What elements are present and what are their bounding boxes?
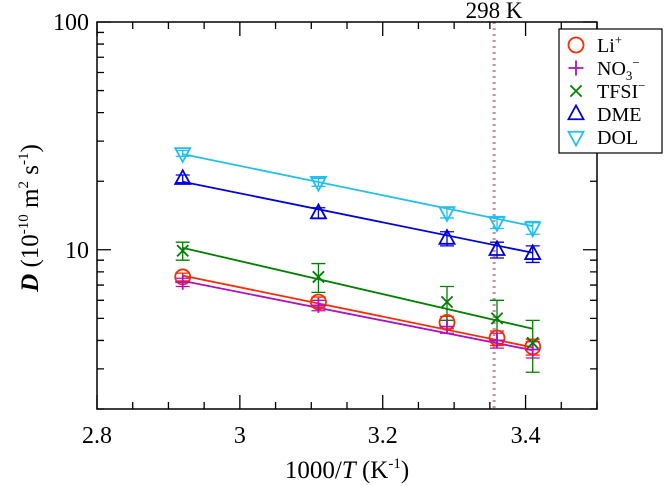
data-point-dme: [523, 243, 542, 260]
fit-line-li: [182, 274, 533, 349]
y-axis-label-part3: s: [17, 165, 44, 181]
y-axis-label-part2: m: [17, 188, 44, 214]
fit-line-dme: [182, 180, 533, 254]
y-axis-label-variable: D: [17, 274, 44, 293]
legend-label-dol: DOL: [597, 127, 638, 149]
fit-line-dol: [182, 153, 533, 228]
data-point-dme: [173, 168, 192, 185]
legend-marker-tfsi: [569, 84, 583, 98]
data-point-no3: [175, 274, 191, 290]
legend-marker-li: [567, 36, 585, 54]
y-axis-label-sup3: -1: [16, 153, 32, 166]
data-point-no3: [525, 341, 541, 357]
error-bar-dol: [311, 177, 326, 187]
data-point-tfsi: [526, 336, 539, 350]
legend-label-tfsi: TFSI−: [597, 78, 645, 103]
y-tick-label: 100: [53, 10, 89, 36]
y-axis-label-sup2: 2: [16, 181, 32, 189]
x-axis-label-close: ): [401, 457, 409, 484]
x-axis-label-prefix: 1000/: [285, 457, 342, 484]
data-point-dme: [309, 202, 328, 220]
fit-line-no3: [182, 280, 533, 352]
x-axis-label-exponent: -1: [388, 456, 401, 472]
x-tick-label: 2.8: [82, 423, 112, 449]
data-point-dme: [487, 239, 507, 256]
fit-line-tfsi: [182, 246, 533, 330]
y-axis-label: D (10-10 m2 s-1): [16, 144, 44, 293]
data-point-tfsi: [490, 312, 504, 325]
x-tick-label: 3.4: [511, 423, 541, 449]
legend-marker-dme: [566, 103, 586, 121]
y-axis-label-sup1: -10: [16, 214, 32, 234]
data-point-tfsi: [440, 295, 454, 309]
data-point-dol: [487, 216, 507, 233]
y-axis-label-part1: (10: [17, 234, 44, 274]
reference-line-label: 298 K: [466, 0, 523, 23]
legend-label-dme: DME: [597, 104, 641, 126]
data-point-dol: [437, 206, 457, 223]
data-point-no3: [489, 332, 505, 348]
legend-marker-no3: [568, 60, 584, 76]
x-axis-label-variable: T: [342, 457, 358, 484]
x-axis-label-unit: (K: [356, 457, 389, 484]
data-point-no3: [439, 319, 455, 335]
data-point-no3: [310, 297, 326, 313]
tick-labels: 2.8 3 3.2 3.4 10 100: [53, 10, 541, 449]
fit-lines: [182, 153, 533, 352]
x-axis-label: 1000/T (K-1): [285, 456, 409, 484]
x-tick-label: 3.2: [368, 423, 398, 449]
data-point-dol: [173, 147, 192, 164]
error-bar-dme: [175, 174, 190, 184]
legend-marker-dol: [566, 130, 586, 148]
legend-label-no3: NO3−: [597, 55, 640, 83]
data-point-dol: [523, 221, 542, 239]
x-tick-label: 3: [234, 423, 246, 449]
error-bar-dol: [175, 149, 190, 158]
data-point-dol: [309, 176, 328, 193]
legend-label-li: Li+: [597, 32, 622, 57]
y-tick-label: 10: [65, 238, 89, 264]
data-point-tfsi: [312, 270, 325, 284]
error-bars: [175, 149, 540, 373]
data-markers: [173, 147, 542, 357]
y-axis-label-close: ): [17, 144, 44, 152]
data-point-dme: [437, 228, 457, 245]
data-point-tfsi: [176, 244, 189, 258]
